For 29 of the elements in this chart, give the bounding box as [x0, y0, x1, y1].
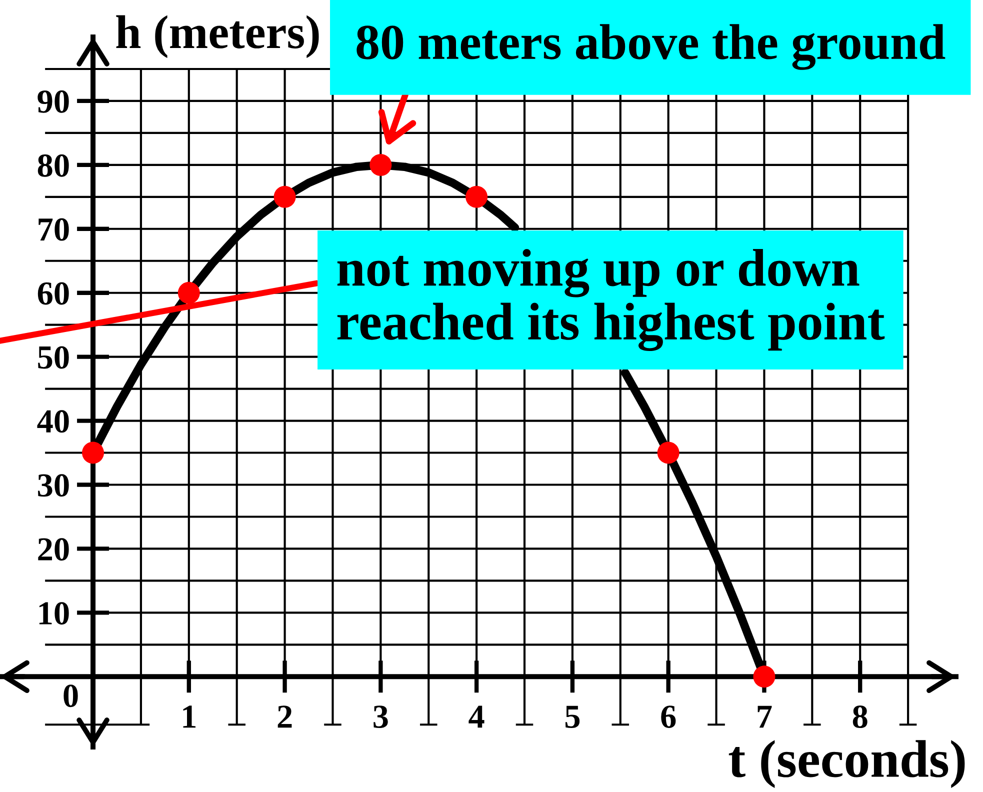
- y-tick-label: 40: [37, 410, 69, 433]
- y-tick-label: 90: [38, 90, 69, 113]
- point: [370, 154, 392, 176]
- x-tick-label: 6: [661, 706, 676, 728]
- y-axis-title: h (meters): [116, 15, 319, 58]
- y-tick-label: 20: [38, 538, 69, 561]
- y-tick-label: 0: [64, 684, 78, 708]
- y-tick-label: 30: [38, 474, 69, 497]
- y-tick-label: 50: [38, 346, 69, 369]
- x-tick-label: 1: [183, 706, 196, 728]
- x-tick-label: 2: [278, 706, 292, 728]
- x-tick-label: 7: [758, 706, 772, 728]
- annotation: not moving up or down reached its highest point: [337, 248, 885, 352]
- point: [753, 666, 776, 688]
- x-tick-label: 4: [468, 706, 484, 728]
- point: [82, 442, 104, 464]
- point: [466, 186, 488, 208]
- x-tick-label: 5: [565, 706, 580, 728]
- y-tick-label: 80: [38, 154, 69, 177]
- x-tick-label: 8: [852, 706, 868, 728]
- x-tick-label: 3: [374, 706, 388, 728]
- y-tick-label: 60: [38, 282, 69, 305]
- annotation: 80 meters above the ground: [356, 24, 946, 70]
- point: [274, 186, 296, 208]
- x-axis-title: t (seconds): [728, 740, 965, 788]
- point: [657, 442, 680, 464]
- y-tick-label: 70: [38, 218, 69, 241]
- y-tick-label: 10: [39, 602, 69, 625]
- point: [178, 282, 200, 304]
